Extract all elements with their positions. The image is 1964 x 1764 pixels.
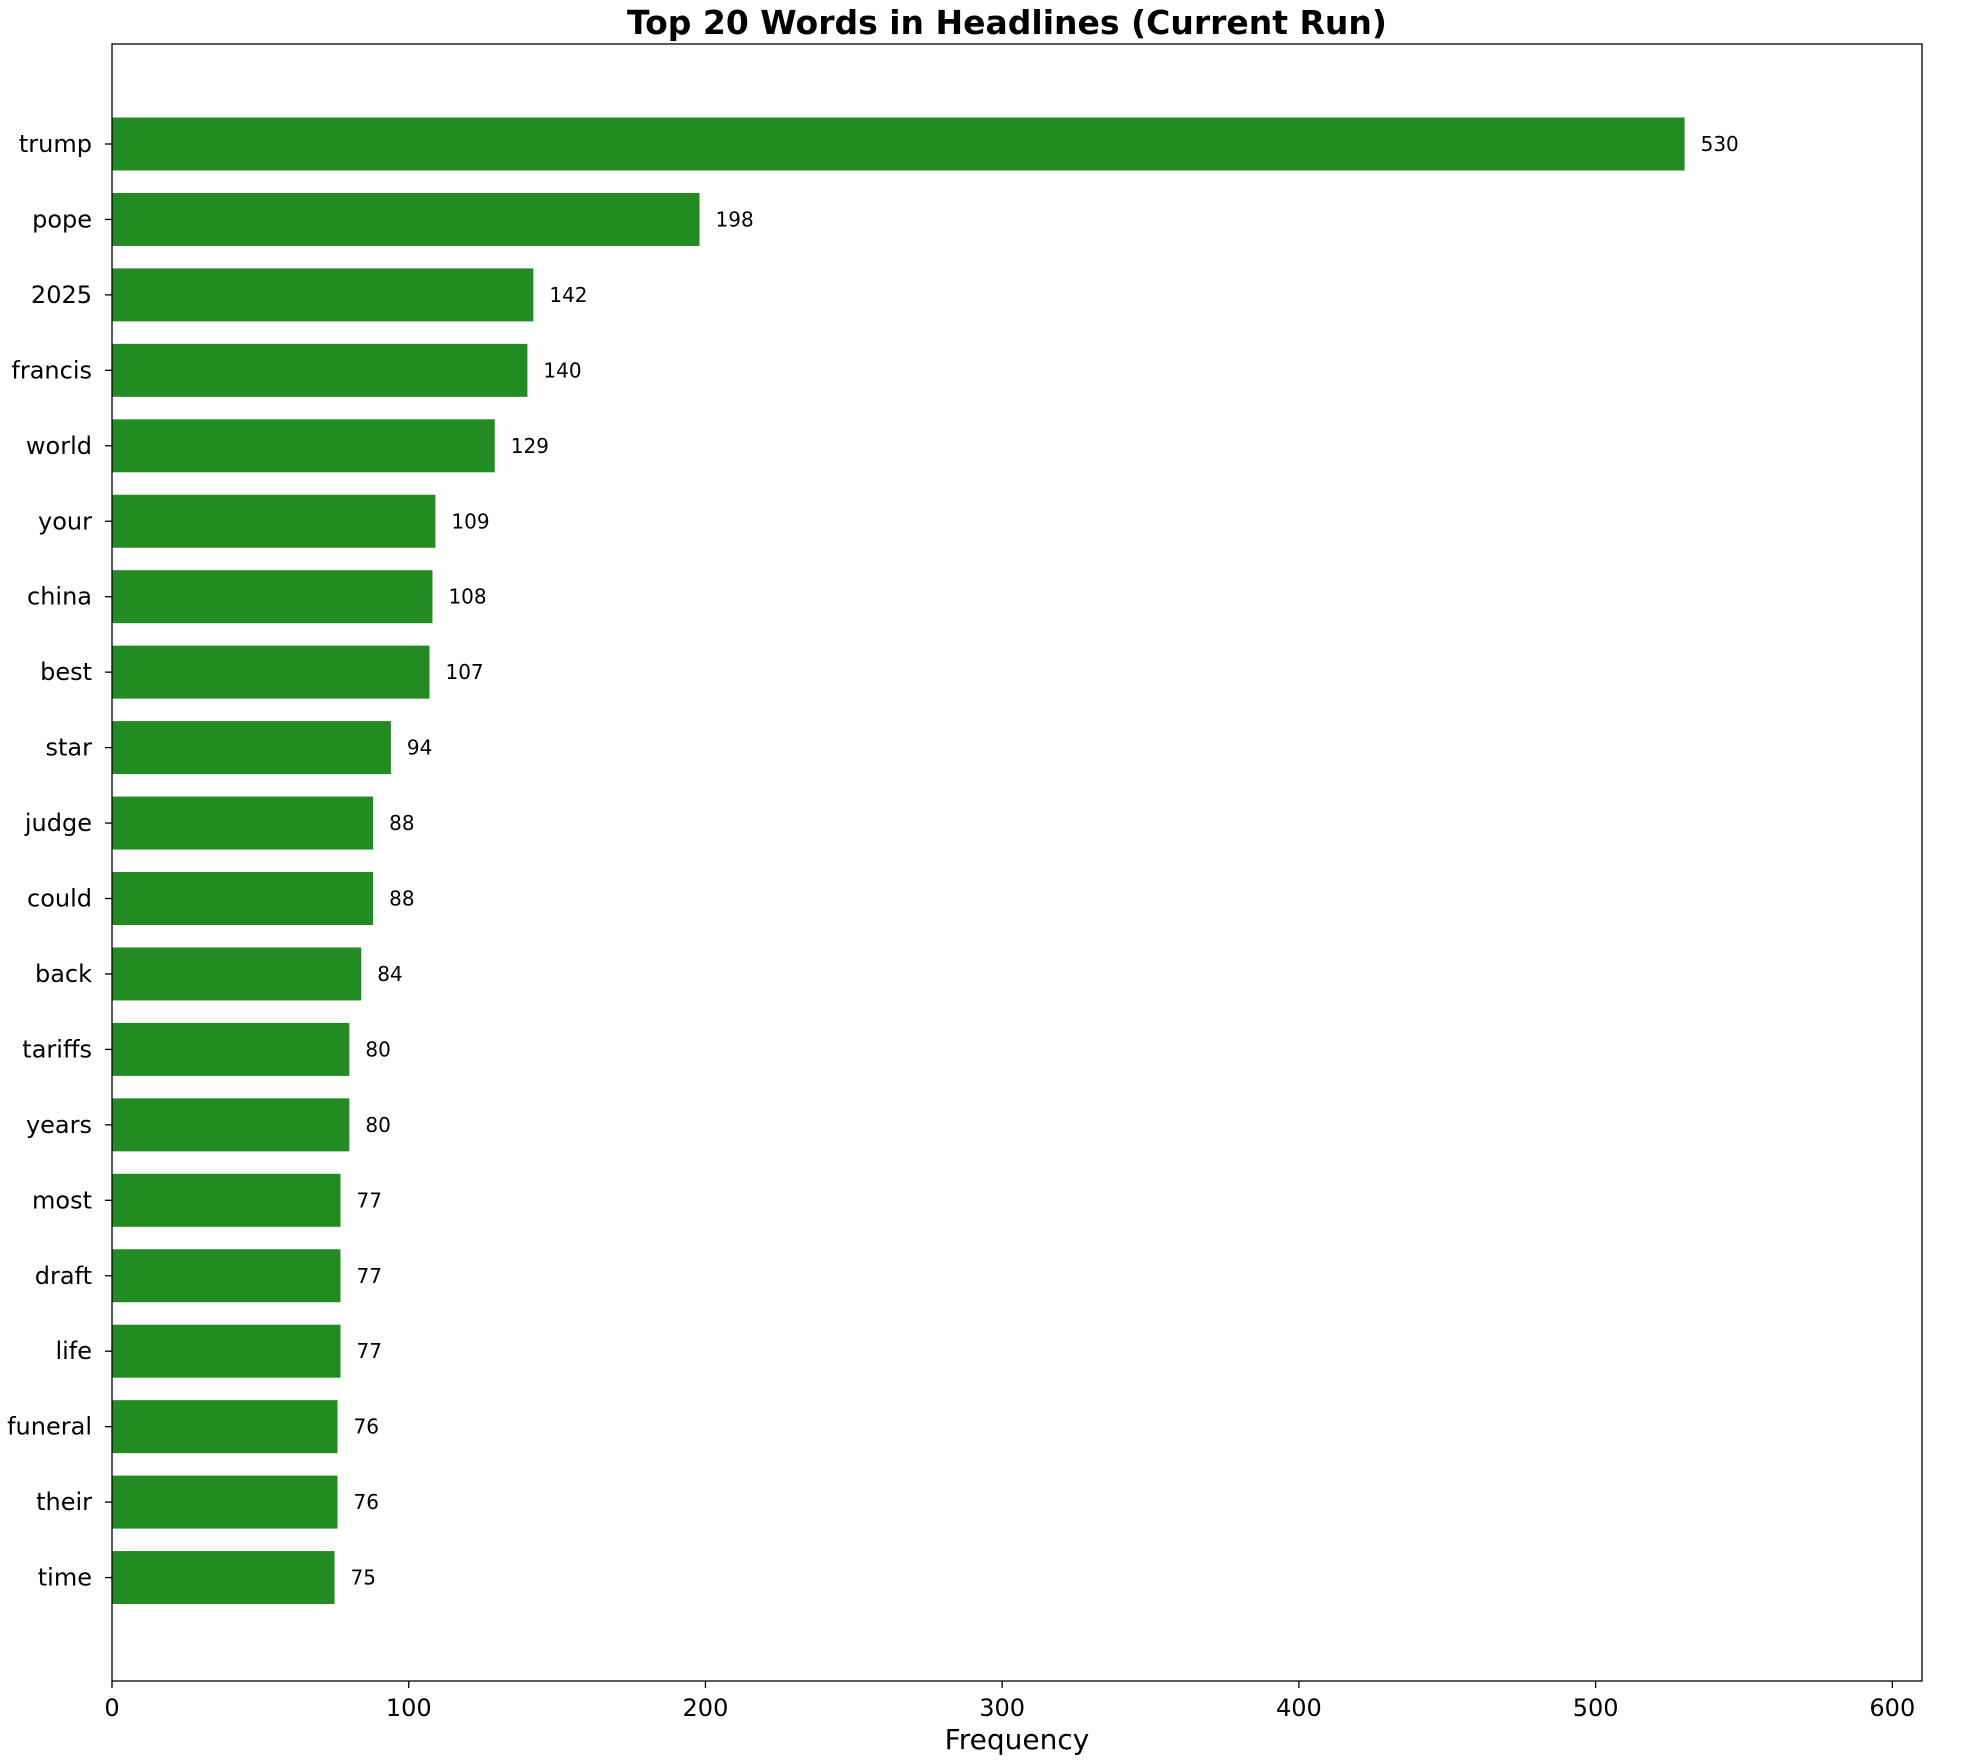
y-tick-label-could: could bbox=[27, 885, 92, 913]
value-label-their: 76 bbox=[354, 1490, 379, 1514]
x-tick-label-0: 0 bbox=[104, 1694, 119, 1722]
value-label-china: 108 bbox=[448, 585, 486, 609]
bar-draft bbox=[112, 1249, 341, 1303]
bars-group bbox=[112, 117, 1685, 1605]
bar-funeral bbox=[112, 1400, 338, 1454]
x-tick-label-100: 100 bbox=[386, 1694, 432, 1722]
bar-trump bbox=[112, 117, 1685, 171]
value-label-could: 88 bbox=[389, 887, 414, 911]
y-tick-label-time: time bbox=[38, 1564, 92, 1592]
x-tick-label-600: 600 bbox=[1869, 1694, 1915, 1722]
y-tick-label-draft: draft bbox=[35, 1262, 92, 1290]
y-tick-label-life: life bbox=[55, 1337, 92, 1365]
y-tick-label-china: china bbox=[27, 583, 92, 611]
value-labels-group: 530 198 142 140 129 109 108 107 94 88 88 84 80 80 77 77… bbox=[351, 132, 1739, 1590]
bar-their bbox=[112, 1475, 338, 1529]
x-tick-label-500: 500 bbox=[1573, 1694, 1619, 1722]
bar-time bbox=[112, 1551, 335, 1605]
y-tick-label-years: years bbox=[26, 1111, 92, 1139]
x-axis: 0 100 200 300 400 500 600 bbox=[104, 1681, 1915, 1722]
y-tick-label-funeral: funeral bbox=[7, 1413, 92, 1441]
y-tick-label-trump: trump bbox=[19, 130, 92, 158]
bar-2025 bbox=[112, 268, 534, 322]
y-tick-label-2025: 2025 bbox=[31, 281, 92, 309]
y-tick-label-pope: pope bbox=[32, 205, 92, 233]
bar-life bbox=[112, 1324, 341, 1378]
chart-title: Top 20 Words in Headlines (Current Run) bbox=[627, 3, 1387, 42]
value-label-life: 77 bbox=[356, 1339, 381, 1363]
y-tick-label-world: world bbox=[26, 432, 92, 460]
value-label-star: 94 bbox=[407, 736, 432, 760]
y-tick-label-most: most bbox=[32, 1186, 92, 1214]
bar-world bbox=[112, 419, 495, 473]
bar-best bbox=[112, 645, 430, 699]
x-tick-label-300: 300 bbox=[979, 1694, 1025, 1722]
y-axis: trump pope 2025 francis world your china best st… bbox=[7, 130, 112, 1592]
bar-star bbox=[112, 721, 391, 775]
y-tick-label-your: your bbox=[38, 507, 92, 535]
x-tick-label-400: 400 bbox=[1276, 1694, 1322, 1722]
value-label-best: 107 bbox=[445, 660, 483, 684]
bar-could bbox=[112, 872, 374, 925]
bar-most bbox=[112, 1173, 341, 1227]
bar-francis bbox=[112, 343, 528, 397]
value-label-draft: 77 bbox=[356, 1264, 381, 1288]
x-axis-label: Frequency bbox=[945, 1723, 1090, 1756]
bar-your bbox=[112, 494, 436, 548]
y-tick-label-tariffs: tariffs bbox=[22, 1035, 92, 1063]
value-label-2025: 142 bbox=[549, 283, 587, 307]
y-tick-label-their: their bbox=[36, 1488, 92, 1516]
plot-frame bbox=[111, 43, 1923, 1682]
value-label-funeral: 76 bbox=[354, 1415, 379, 1439]
y-tick-label-best: best bbox=[40, 658, 92, 686]
bar-back bbox=[112, 947, 362, 1001]
value-label-most: 77 bbox=[356, 1188, 381, 1212]
value-label-time: 75 bbox=[351, 1566, 376, 1590]
value-label-your: 109 bbox=[451, 509, 489, 533]
y-tick-label-francis: francis bbox=[11, 356, 92, 384]
x-tick-label-200: 200 bbox=[683, 1694, 729, 1722]
value-label-world: 129 bbox=[511, 434, 549, 458]
bar-china bbox=[112, 570, 433, 624]
bar-pope bbox=[112, 192, 700, 246]
y-tick-label-star: star bbox=[46, 734, 93, 762]
value-label-back: 84 bbox=[377, 962, 402, 986]
value-label-trump: 530 bbox=[1701, 132, 1739, 156]
value-label-pope: 198 bbox=[716, 207, 754, 231]
bar-tariffs bbox=[112, 1022, 350, 1076]
value-label-tariffs: 80 bbox=[365, 1037, 390, 1061]
value-label-francis: 140 bbox=[543, 358, 581, 382]
y-tick-label-judge: judge bbox=[24, 809, 92, 837]
y-tick-label-back: back bbox=[35, 960, 92, 988]
value-label-years: 80 bbox=[365, 1113, 390, 1137]
bar-years bbox=[112, 1098, 350, 1152]
bar-judge bbox=[112, 796, 374, 850]
value-label-judge: 88 bbox=[389, 811, 414, 835]
